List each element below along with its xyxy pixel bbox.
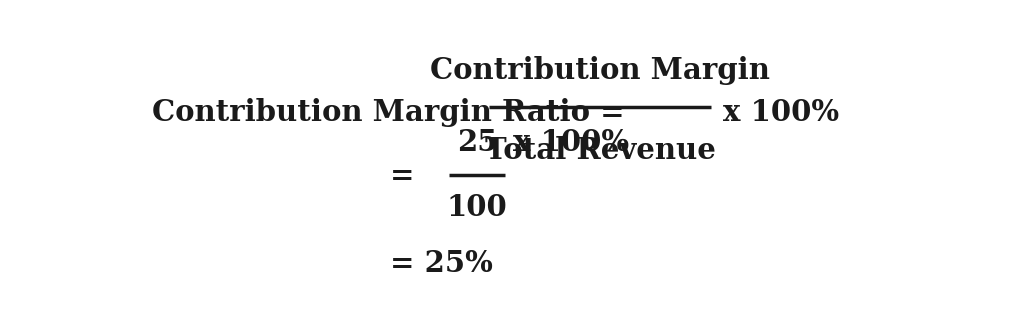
Text: =: = — [390, 161, 415, 190]
Text: 100: 100 — [446, 193, 508, 222]
Text: Total Revenue: Total Revenue — [484, 136, 716, 165]
Text: x 100%: x 100% — [513, 129, 629, 157]
Text: Contribution Margin Ratio =: Contribution Margin Ratio = — [152, 98, 625, 127]
Text: 25: 25 — [457, 129, 498, 157]
Text: Contribution Margin: Contribution Margin — [430, 56, 770, 86]
Text: = 25%: = 25% — [390, 249, 493, 278]
Text: x 100%: x 100% — [723, 98, 840, 127]
